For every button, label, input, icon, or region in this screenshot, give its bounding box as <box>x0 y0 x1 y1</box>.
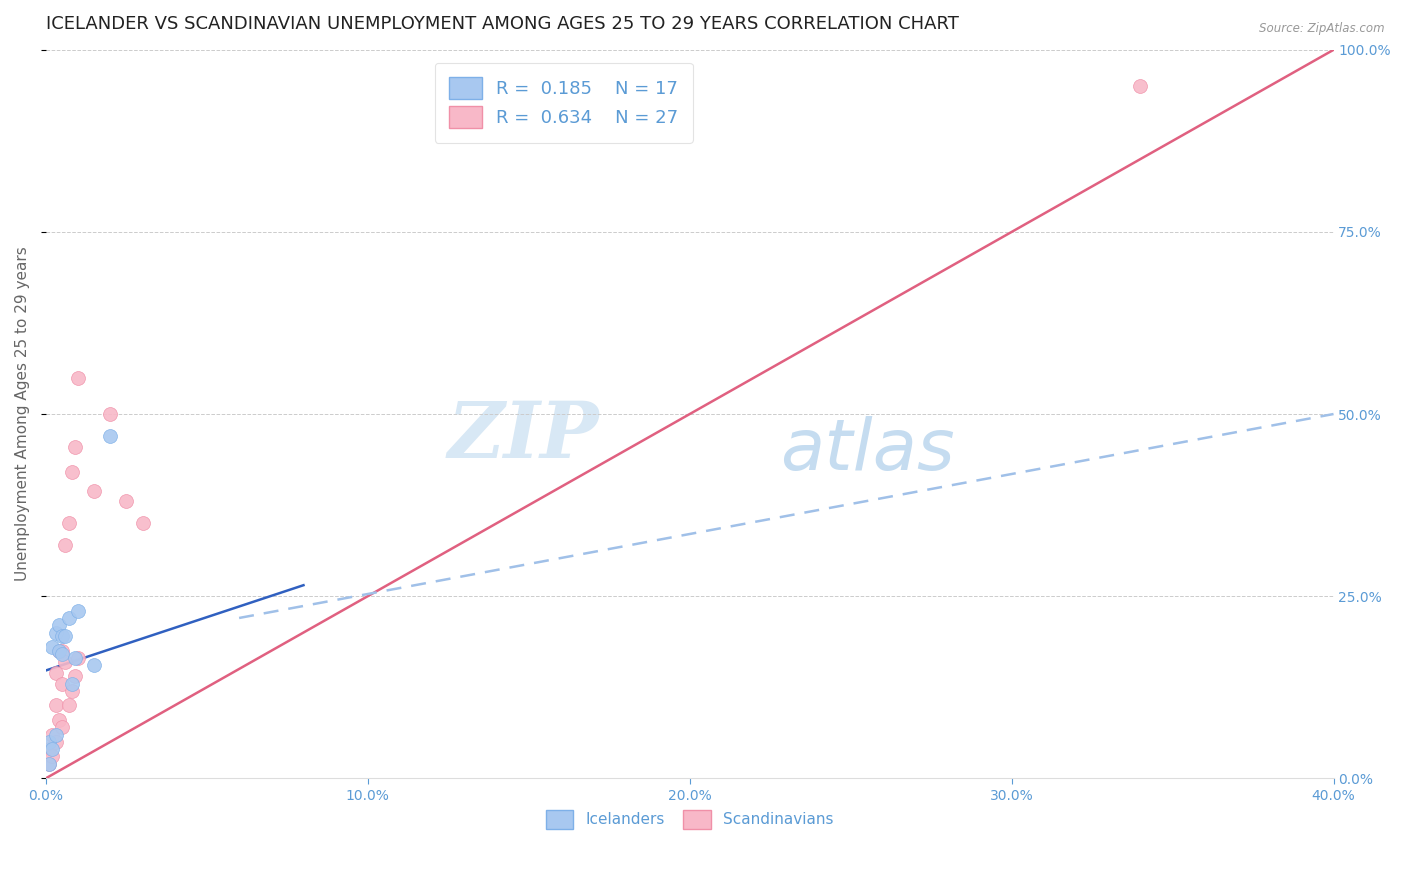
Point <box>45 727 67 741</box>
Point <box>38 756 60 771</box>
Point <box>38 756 60 771</box>
Point <box>58 611 80 625</box>
Point <box>60 683 83 698</box>
Point <box>63 440 86 454</box>
Point <box>41 742 63 756</box>
Point <box>83 483 105 498</box>
Point <box>45 735 67 749</box>
Point <box>41 640 63 654</box>
Point <box>41 727 63 741</box>
Point <box>38 735 60 749</box>
Point <box>98 429 121 443</box>
Point <box>48 644 70 658</box>
Point <box>45 665 67 680</box>
Point <box>51 648 73 662</box>
Point <box>51 644 73 658</box>
Point <box>67 651 90 665</box>
Point <box>63 651 86 665</box>
Point <box>48 713 70 727</box>
Legend: Icelanders, Scandinavians: Icelanders, Scandinavians <box>538 802 841 836</box>
Text: atlas: atlas <box>780 416 955 485</box>
Point <box>83 658 105 673</box>
Point <box>53 538 76 552</box>
Point <box>58 516 80 531</box>
Text: Source: ZipAtlas.com: Source: ZipAtlas.com <box>1260 22 1385 36</box>
Point <box>38 742 60 756</box>
Text: ICELANDER VS SCANDINAVIAN UNEMPLOYMENT AMONG AGES 25 TO 29 YEARS CORRELATION CHA: ICELANDER VS SCANDINAVIAN UNEMPLOYMENT A… <box>46 15 959 33</box>
Point <box>67 370 90 384</box>
Point <box>58 698 80 713</box>
Point <box>51 676 73 690</box>
Point <box>53 629 76 643</box>
Point <box>45 625 67 640</box>
Point <box>63 669 86 683</box>
Point <box>1129 79 1152 94</box>
Point <box>41 749 63 764</box>
Point <box>45 698 67 713</box>
Point <box>60 465 83 479</box>
Point <box>98 407 121 421</box>
Point <box>51 629 73 643</box>
Text: ZIP: ZIP <box>449 398 599 475</box>
Point <box>48 618 70 632</box>
Point <box>51 720 73 734</box>
Point <box>60 676 83 690</box>
Point <box>131 516 153 531</box>
Point <box>48 644 70 658</box>
Y-axis label: Unemployment Among Ages 25 to 29 years: Unemployment Among Ages 25 to 29 years <box>15 247 30 582</box>
Point <box>67 604 90 618</box>
Point <box>115 494 138 508</box>
Point <box>53 655 76 669</box>
